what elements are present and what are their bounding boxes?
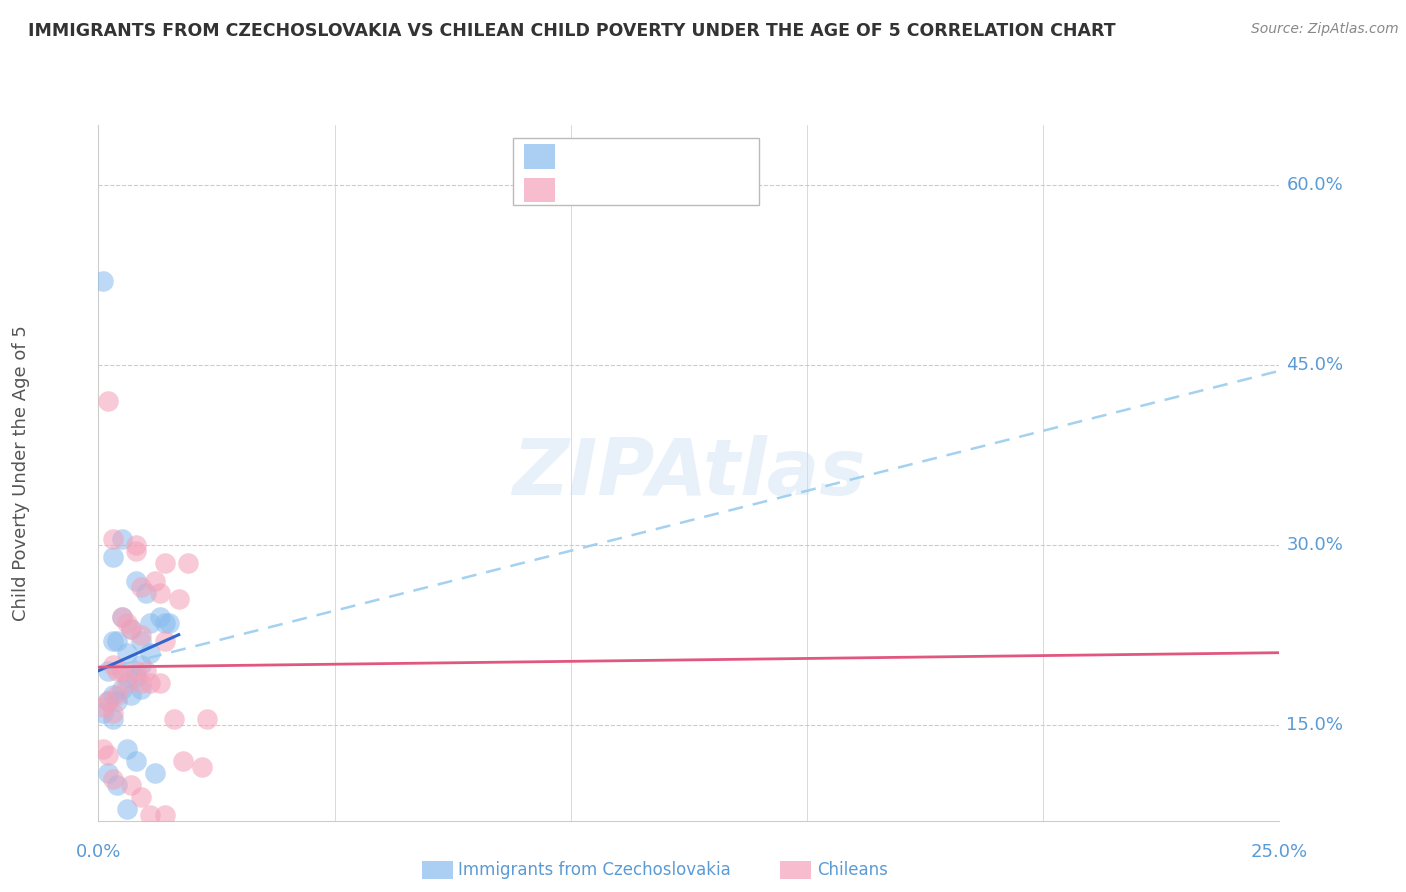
Point: [91, 706, 114, 720]
Point: [139, 807, 162, 822]
Point: [121, 778, 143, 792]
Point: [115, 741, 138, 756]
Point: [97, 747, 120, 762]
Point: [129, 681, 152, 696]
Point: [115, 615, 138, 630]
Point: [97, 694, 120, 708]
Point: [111, 609, 134, 624]
Point: [101, 532, 124, 546]
Point: [101, 688, 124, 702]
Point: [157, 615, 180, 630]
Text: Child Poverty Under the Age of 5: Child Poverty Under the Age of 5: [13, 325, 30, 621]
Point: [101, 549, 124, 564]
Text: Chileans: Chileans: [817, 861, 887, 879]
Text: 60.0%: 60.0%: [1286, 176, 1343, 194]
Point: [153, 633, 176, 648]
Point: [121, 622, 143, 636]
Point: [105, 688, 128, 702]
Text: 0.0%: 0.0%: [76, 843, 121, 861]
Point: [101, 633, 124, 648]
Point: [111, 664, 134, 678]
Point: [153, 556, 176, 570]
Point: [149, 585, 172, 599]
Point: [97, 664, 120, 678]
Text: 15.0%: 15.0%: [1286, 715, 1344, 734]
Point: [125, 538, 148, 552]
Text: 25.0%: 25.0%: [1251, 843, 1308, 861]
Point: [101, 772, 124, 786]
Text: Immigrants from Czechoslovakia: Immigrants from Czechoslovakia: [458, 861, 731, 879]
Point: [139, 646, 162, 660]
Point: [91, 274, 114, 288]
Point: [135, 664, 157, 678]
Point: [125, 664, 148, 678]
Point: [111, 609, 134, 624]
Text: N = 34: N = 34: [672, 140, 734, 158]
Text: N = 39: N = 39: [672, 172, 734, 190]
Point: [115, 646, 138, 660]
Point: [105, 778, 128, 792]
Point: [129, 789, 152, 804]
Point: [101, 712, 124, 726]
Point: [91, 741, 114, 756]
Point: [105, 694, 128, 708]
Point: [143, 765, 166, 780]
Text: 30.0%: 30.0%: [1286, 536, 1343, 554]
Point: [111, 532, 134, 546]
Point: [167, 591, 190, 606]
Point: [97, 765, 120, 780]
Point: [172, 754, 194, 768]
Point: [101, 706, 124, 720]
Point: [115, 802, 138, 816]
Point: [111, 681, 134, 696]
Point: [149, 675, 172, 690]
Point: [115, 675, 138, 690]
Point: [125, 754, 148, 768]
Point: [97, 393, 120, 408]
Point: [129, 628, 152, 642]
Point: [191, 759, 214, 773]
Point: [121, 622, 143, 636]
Point: [129, 657, 152, 672]
Point: [125, 670, 148, 684]
Point: [115, 670, 138, 684]
Point: [143, 574, 166, 588]
Point: [139, 615, 162, 630]
Point: [91, 699, 114, 714]
Point: [101, 657, 124, 672]
Point: [153, 807, 176, 822]
Text: R =  0.088: R = 0.088: [567, 140, 655, 158]
Point: [139, 675, 162, 690]
Point: [177, 556, 200, 570]
Point: [163, 712, 186, 726]
Point: [195, 712, 218, 726]
Text: Source: ZipAtlas.com: Source: ZipAtlas.com: [1251, 22, 1399, 37]
Point: [125, 574, 148, 588]
Point: [135, 585, 157, 599]
Point: [129, 633, 152, 648]
Point: [125, 543, 148, 558]
Point: [129, 675, 152, 690]
Point: [149, 609, 172, 624]
Text: R =  0.011: R = 0.011: [567, 172, 655, 190]
Point: [105, 664, 128, 678]
Text: 45.0%: 45.0%: [1286, 356, 1344, 374]
Text: IMMIGRANTS FROM CZECHOSLOVAKIA VS CHILEAN CHILD POVERTY UNDER THE AGE OF 5 CORRE: IMMIGRANTS FROM CZECHOSLOVAKIA VS CHILEA…: [28, 22, 1116, 40]
Point: [105, 633, 128, 648]
Point: [153, 615, 176, 630]
Text: ZIPAtlas: ZIPAtlas: [512, 434, 866, 511]
Point: [97, 694, 120, 708]
Point: [129, 580, 152, 594]
Point: [121, 688, 143, 702]
